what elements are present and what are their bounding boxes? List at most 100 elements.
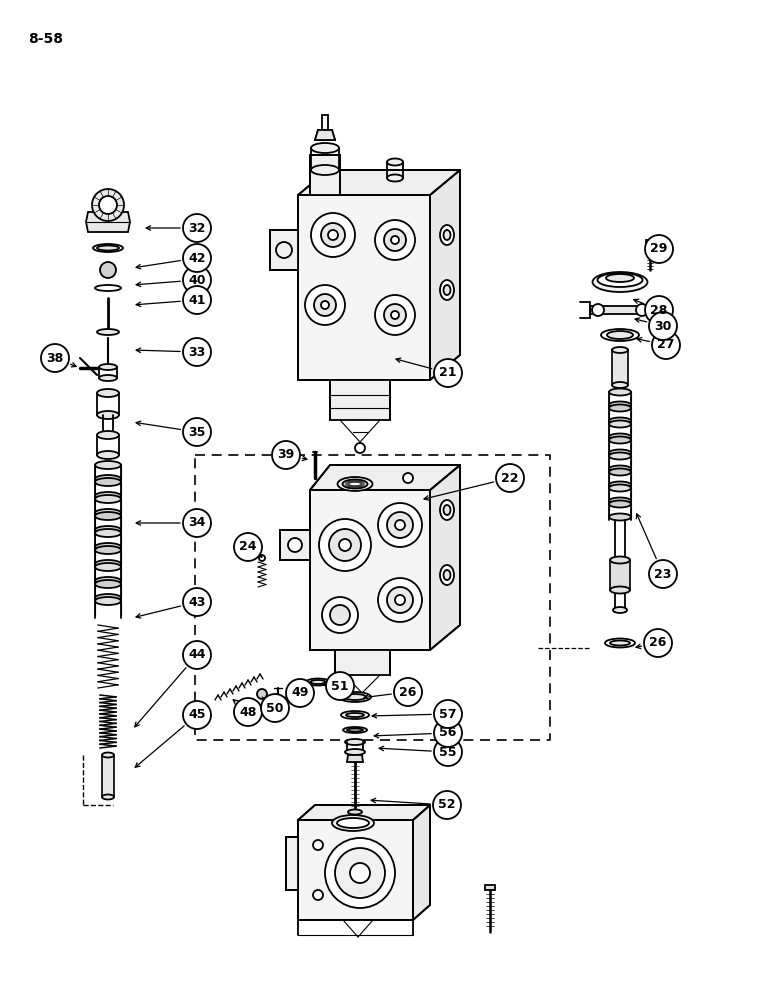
- Polygon shape: [347, 755, 363, 762]
- Circle shape: [183, 338, 211, 366]
- Ellipse shape: [609, 468, 631, 476]
- Ellipse shape: [609, 418, 631, 424]
- Ellipse shape: [337, 818, 369, 828]
- Circle shape: [183, 214, 211, 242]
- Text: 30: 30: [655, 320, 672, 332]
- Polygon shape: [413, 805, 430, 920]
- Ellipse shape: [95, 475, 121, 483]
- Bar: [612, 350, 628, 385]
- Circle shape: [183, 701, 211, 729]
- Circle shape: [433, 791, 461, 819]
- Text: 56: 56: [439, 726, 457, 740]
- Text: 51: 51: [331, 680, 349, 692]
- Ellipse shape: [95, 526, 121, 534]
- Circle shape: [387, 512, 413, 538]
- Circle shape: [395, 595, 405, 605]
- Circle shape: [644, 629, 672, 657]
- Ellipse shape: [311, 143, 339, 153]
- Ellipse shape: [306, 678, 330, 686]
- Circle shape: [375, 220, 415, 260]
- Circle shape: [41, 344, 69, 372]
- Circle shape: [378, 578, 422, 622]
- Polygon shape: [485, 885, 495, 890]
- Circle shape: [311, 213, 355, 257]
- Text: 21: 21: [439, 366, 457, 379]
- Ellipse shape: [347, 728, 363, 732]
- Ellipse shape: [97, 389, 119, 397]
- Ellipse shape: [99, 364, 117, 370]
- Circle shape: [636, 304, 648, 316]
- Text: 35: 35: [188, 426, 205, 438]
- Circle shape: [183, 266, 211, 294]
- Circle shape: [403, 473, 413, 483]
- Ellipse shape: [97, 451, 119, 459]
- Ellipse shape: [609, 452, 631, 460]
- Polygon shape: [298, 195, 430, 380]
- Circle shape: [384, 304, 406, 326]
- Ellipse shape: [95, 577, 121, 585]
- Circle shape: [183, 418, 211, 446]
- Ellipse shape: [609, 434, 631, 440]
- Text: 48: 48: [239, 706, 256, 718]
- Circle shape: [496, 464, 524, 492]
- Ellipse shape: [310, 680, 326, 684]
- Polygon shape: [86, 212, 130, 232]
- Ellipse shape: [102, 794, 114, 800]
- Circle shape: [335, 848, 385, 898]
- Circle shape: [274, 708, 282, 716]
- Circle shape: [234, 533, 262, 561]
- Polygon shape: [280, 530, 310, 560]
- Circle shape: [261, 694, 289, 722]
- Circle shape: [92, 189, 124, 221]
- Ellipse shape: [97, 245, 119, 250]
- Ellipse shape: [610, 586, 630, 593]
- Text: 34: 34: [188, 516, 205, 530]
- Ellipse shape: [97, 329, 119, 335]
- Ellipse shape: [95, 478, 121, 486]
- Text: 39: 39: [277, 448, 295, 462]
- Text: 52: 52: [438, 798, 455, 812]
- Circle shape: [649, 312, 677, 340]
- Polygon shape: [310, 490, 430, 650]
- Circle shape: [272, 441, 300, 469]
- Text: 50: 50: [266, 702, 284, 714]
- Polygon shape: [298, 805, 430, 820]
- Text: 43: 43: [188, 595, 205, 608]
- Text: 27: 27: [657, 338, 675, 352]
- Ellipse shape: [97, 431, 119, 439]
- Circle shape: [394, 678, 422, 706]
- Polygon shape: [590, 306, 650, 314]
- Circle shape: [434, 738, 462, 766]
- Ellipse shape: [387, 158, 403, 165]
- Text: 44: 44: [188, 648, 206, 662]
- Ellipse shape: [440, 280, 454, 300]
- Ellipse shape: [95, 546, 121, 554]
- Ellipse shape: [592, 272, 648, 292]
- Ellipse shape: [612, 382, 628, 388]
- Text: 29: 29: [650, 242, 668, 255]
- Polygon shape: [270, 230, 298, 270]
- Circle shape: [259, 555, 265, 561]
- Ellipse shape: [387, 174, 403, 182]
- Bar: [102, 755, 114, 797]
- Circle shape: [288, 538, 302, 552]
- Circle shape: [328, 230, 338, 240]
- Ellipse shape: [95, 512, 121, 520]
- Circle shape: [326, 672, 354, 700]
- Ellipse shape: [609, 497, 631, 504]
- Ellipse shape: [339, 692, 371, 702]
- Polygon shape: [310, 465, 460, 490]
- Circle shape: [339, 539, 351, 551]
- Ellipse shape: [443, 285, 451, 295]
- Ellipse shape: [440, 225, 454, 245]
- Circle shape: [391, 311, 399, 319]
- Ellipse shape: [609, 482, 631, 488]
- Circle shape: [649, 560, 677, 588]
- Polygon shape: [335, 650, 390, 675]
- Text: 55: 55: [439, 746, 457, 758]
- Text: 24: 24: [239, 540, 257, 554]
- Text: 33: 33: [188, 346, 205, 359]
- Ellipse shape: [609, 500, 631, 508]
- Circle shape: [314, 294, 336, 316]
- Polygon shape: [298, 170, 460, 195]
